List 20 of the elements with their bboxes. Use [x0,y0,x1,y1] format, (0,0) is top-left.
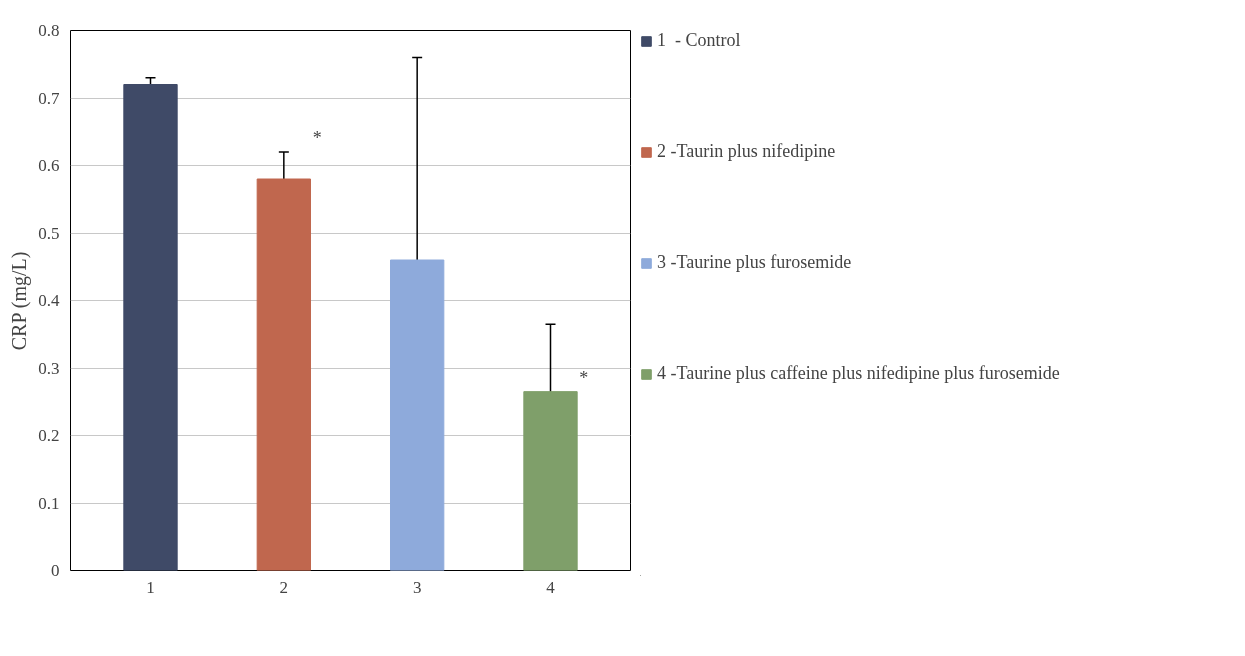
x-tick-label: 2 [279,577,289,597]
x-tick-label: 1 [146,577,155,597]
legend-label: 4 -Taurine plus caffeine plus nifedipine plus furosemide [657,363,1060,384]
y-tick-label: 0.5 [38,223,60,243]
y-axis-title: CRP (mg/L) [8,251,32,351]
y-tick-label: 0 [51,561,60,580]
legend-label: 2 -Taurin plus nifedipine [657,141,836,162]
y-tick-label: 0.3 [38,358,60,378]
y-tick-label: 0.4 [38,291,60,310]
x-tick-label: 4 [546,577,556,597]
y-tick-label: 0.2 [38,426,60,445]
annotation: * [312,128,322,148]
y-tick-label: 0.1 [38,493,60,513]
y-tick-label: 0.8 [38,21,60,40]
y-tick-label: 0.6 [38,156,60,175]
annotation: * [579,367,589,388]
y-tick-label: 0.7 [38,88,60,108]
x-tick-label: 3 [412,577,422,597]
legend-label: 3 -Taurine plus furosemide [657,252,852,273]
legend-label: 1 - Control [657,30,741,51]
